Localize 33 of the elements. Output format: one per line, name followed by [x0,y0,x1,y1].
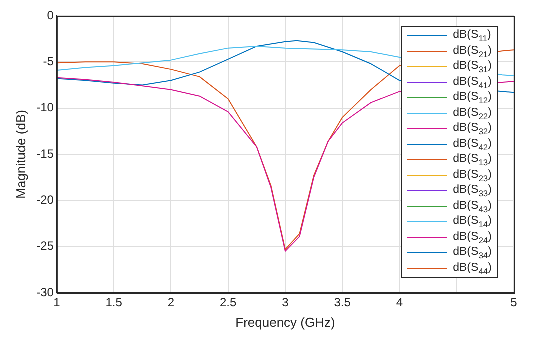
x-axis-title: Frequency (GHz) [236,314,336,330]
legend-label: dB(S$_{34}$) [453,245,492,260]
legend-label: dB(S$_{23}$) [453,168,492,183]
x-tick-label: 5 [510,296,518,310]
legend-label: dB(S$_{11}$) [453,28,492,44]
y-tick-label: -15 [36,146,54,161]
legend-label: dB(S$_{24}$) [453,230,492,245]
legend-label: dB(S$_{21}$) [453,44,492,59]
x-tick-label: 2 [168,296,175,310]
y-tick-label: -30 [36,285,54,300]
legend-label: dB(S$_{22}$) [453,106,492,121]
legend-label: dB(S$_{32}$) [453,121,492,136]
legend-label: dB(S$_{12}$) [453,90,492,106]
legend-label: dB(S$_{31}$) [453,59,492,74]
y-tick-label: 0 [47,8,54,22]
legend-label: dB(S$_{43}$) [453,198,492,214]
y-tick-label: -5 [43,54,54,68]
legend-label: dB(S$_{13}$) [453,152,492,168]
x-tick-label: 1 [54,296,61,310]
x-tick-label: 3 [282,296,290,310]
x-tick-label: 1.5 [106,296,123,310]
legend-label: dB(S$_{44}$) [453,260,492,276]
legend-label: dB(S$_{14}$) [453,214,492,230]
y-tick-label: -20 [36,192,54,207]
y-axis-title: Magnitude (dB) [13,110,28,199]
legend-label: dB(S$_{41}$) [453,74,492,90]
x-tick-label: 2.5 [220,296,238,310]
x-tick-label: 3.5 [334,296,352,310]
y-tick-label: -10 [36,100,54,115]
legend-label: dB(S$_{42}$) [453,136,492,152]
x-tick-label: 4 [396,296,404,310]
legend-label: dB(S$_{33}$) [453,183,492,198]
y-tick-label: -25 [36,239,54,254]
